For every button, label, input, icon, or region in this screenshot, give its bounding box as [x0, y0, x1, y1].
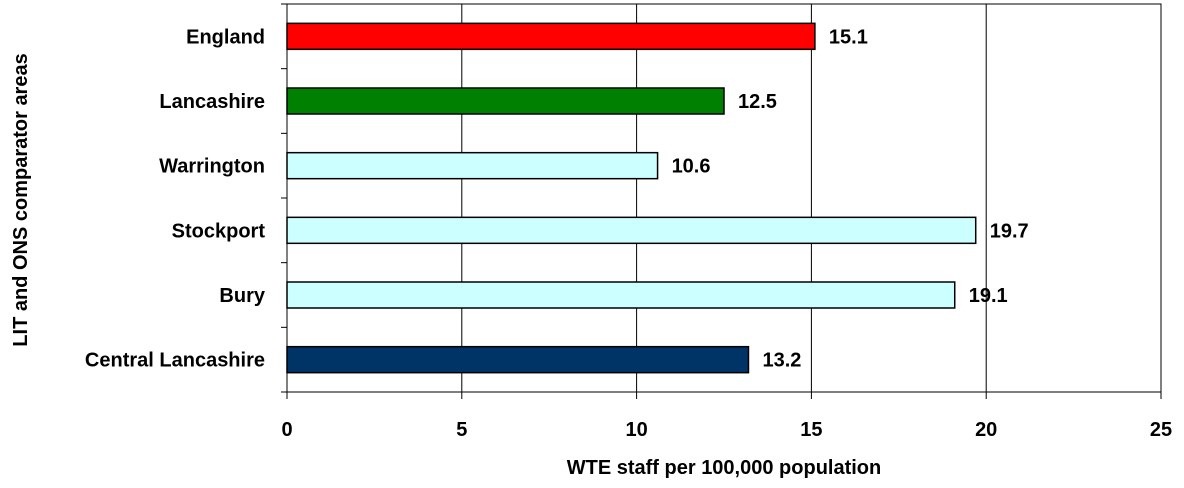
- data-label: 10.6: [672, 156, 711, 178]
- data-labels: 15.1 12.5 10.6 19.7 19.1 13.2: [672, 26, 1029, 371]
- y-axis-title: LIT and ONS comparator areas: [10, 53, 32, 346]
- bars: [286, 22, 977, 374]
- x-tick-label: 25: [1150, 419, 1172, 441]
- data-label: 19.7: [990, 220, 1029, 242]
- bar: [286, 87, 725, 115]
- bar: [286, 281, 956, 309]
- x-tick-label: 15: [800, 419, 822, 441]
- x-axis-title: WTE staff per 100,000 population: [567, 457, 882, 479]
- plot-area-border: [286, 3, 1162, 393]
- x-tick-label: 5: [456, 419, 467, 441]
- category-label: Stockport: [172, 220, 266, 242]
- category-label: Bury: [219, 285, 265, 307]
- data-label: 15.1: [829, 26, 868, 48]
- category-label: Warrington: [159, 156, 265, 178]
- x-tick-label: 0: [281, 419, 292, 441]
- x-tick-label: 10: [625, 419, 647, 441]
- bar: [286, 22, 816, 51]
- bar: [286, 216, 977, 245]
- x-tick-label: 20: [975, 419, 997, 441]
- category-label: England: [186, 26, 265, 48]
- x-tick-labels: 0 5 10 15 20 25: [281, 419, 1172, 441]
- category-label: Lancashire: [159, 91, 265, 113]
- data-label: 19.1: [969, 285, 1008, 307]
- gridlines: [461, 4, 987, 392]
- bar: [286, 151, 659, 180]
- axes: [281, 3, 1162, 399]
- category-labels: England Lancashire Warrington Stockport Bury…: [85, 26, 266, 371]
- bar: [286, 345, 750, 374]
- data-label: 13.2: [762, 350, 801, 372]
- data-label: 12.5: [738, 91, 777, 113]
- category-label: Central Lancashire: [85, 350, 265, 372]
